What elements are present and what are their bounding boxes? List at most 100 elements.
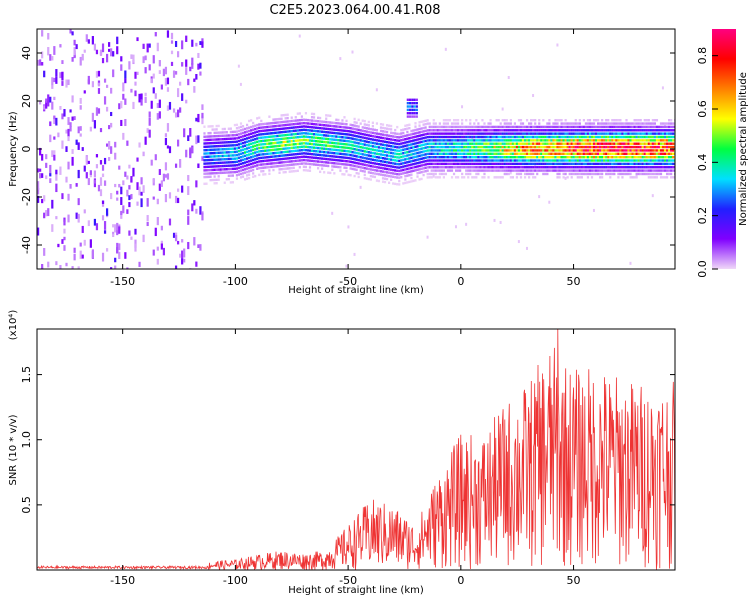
- heatmap-cell: [499, 129, 502, 132]
- heatmap-cell: [639, 142, 642, 145]
- heatmap-cell: [128, 230, 131, 236]
- heatmap-cell: [383, 167, 387, 170]
- heatmap-cell: [546, 149, 549, 152]
- heatmap-cell: [528, 169, 531, 172]
- heatmap-cell: [114, 141, 117, 148]
- heatmap-cell: [260, 133, 263, 136]
- heatmap-cell: [276, 161, 279, 165]
- heatmap-cell: [578, 125, 581, 129]
- heatmap-cell: [205, 138, 208, 142]
- heatmap-cell: [505, 159, 508, 162]
- heatmap-cell: [217, 168, 220, 171]
- heatmap-cell: [203, 169, 206, 172]
- heatmap-cell: [300, 142, 303, 145]
- heatmap-cell: [223, 171, 226, 174]
- heatmap-cell: [670, 135, 673, 139]
- snr-y-label: SNR (10 * v/v): [8, 414, 19, 485]
- heatmap-cell: [456, 135, 460, 139]
- heatmap-cell: [351, 147, 354, 150]
- heatmap-cell: [152, 87, 155, 94]
- heatmap-cell: [428, 166, 431, 169]
- heatmap-cell: [371, 131, 374, 135]
- heatmap-cell: [554, 145, 557, 149]
- heatmap-cell: [603, 129, 606, 132]
- heatmap-cell: [672, 145, 675, 149]
- heatmap-cell: [672, 125, 675, 129]
- heatmap-cell: [290, 150, 293, 153]
- heatmap-cell: [120, 210, 123, 216]
- heatmap-cell: [503, 172, 506, 176]
- heatmap-cell: [215, 148, 218, 151]
- heatmap-cell: [83, 239, 86, 246]
- heatmap-cell: [248, 119, 251, 123]
- heatmap-cell: [515, 176, 519, 179]
- heatmap-cell: [341, 162, 344, 166]
- heatmap-cell: [552, 155, 555, 159]
- heatmap-cell: [223, 154, 226, 158]
- heatmap-cell: [497, 119, 500, 122]
- heatmap-cell: [627, 139, 630, 142]
- heatmap-cell: [418, 127, 421, 131]
- heatmap-cell: [452, 142, 456, 145]
- heatmap-cell: [566, 159, 569, 162]
- heatmap-cell: [201, 156, 204, 161]
- heatmap-cell: [383, 170, 387, 174]
- heatmap-cell: [623, 159, 626, 162]
- heatmap-cell: [479, 159, 482, 162]
- heatmap-cell: [461, 139, 464, 142]
- heatmap-cell: [542, 135, 545, 139]
- heatmap-cell: [410, 129, 413, 133]
- heatmap-cell: [477, 145, 480, 149]
- heatmap-cell: [280, 114, 283, 117]
- heatmap-cell: [481, 145, 484, 149]
- heatmap-cell: [525, 132, 529, 135]
- heatmap-cell: [99, 177, 103, 186]
- heatmap-cell: [385, 177, 389, 181]
- heatmap-cell: [353, 141, 356, 144]
- heatmap-cell: [331, 121, 334, 124]
- heatmap-cell: [521, 122, 525, 125]
- heatmap-cell: [223, 144, 226, 147]
- heatmap-cell: [564, 145, 567, 149]
- heatmap-cell: [639, 132, 642, 135]
- heatmap-cell: [659, 129, 663, 132]
- heatmap-cell: [343, 132, 346, 136]
- heatmap-cell: [659, 145, 663, 149]
- heatmap-cell: [256, 133, 259, 137]
- heatmap-cell: [446, 135, 450, 139]
- x-tick-label: 0: [457, 275, 464, 288]
- heatmap-cell: [469, 119, 472, 122]
- heatmap-cell: [365, 133, 368, 137]
- heatmap-cell: [243, 127, 247, 131]
- heatmap-cell: [663, 132, 667, 135]
- heatmap-cell: [221, 141, 224, 144]
- heatmap-cell: [477, 135, 480, 139]
- heatmap-cell: [603, 159, 606, 162]
- heatmap-cell: [381, 126, 385, 130]
- heatmap-cell: [91, 81, 94, 88]
- heatmap-cell: [637, 139, 640, 142]
- heatmap-cell: [390, 128, 393, 131]
- heatmap-cell: [278, 168, 281, 171]
- heatmap-cell: [229, 144, 232, 147]
- heatmap-cell: [243, 151, 247, 154]
- heatmap-cell: [250, 152, 253, 156]
- heatmap-cell: [331, 161, 334, 165]
- heatmap-cell: [101, 57, 105, 64]
- heatmap-cell: [168, 146, 172, 154]
- heatmap-cell: [672, 155, 675, 159]
- heatmap-cell: [564, 139, 567, 142]
- heatmap-cell: [552, 145, 555, 149]
- heatmap-cell: [629, 155, 632, 159]
- heatmap-cell: [331, 211, 334, 215]
- heatmap-cell: [298, 142, 301, 145]
- heatmap-cell: [223, 164, 226, 168]
- heatmap-cell: [81, 147, 84, 151]
- heatmap-cell: [631, 125, 634, 129]
- heatmap-cell: [515, 162, 519, 166]
- heatmap-cell: [270, 152, 273, 155]
- heatmap-cell: [603, 149, 606, 152]
- heatmap-cell: [422, 120, 425, 123]
- heatmap-cell: [110, 87, 113, 94]
- heatmap-cell: [639, 129, 642, 132]
